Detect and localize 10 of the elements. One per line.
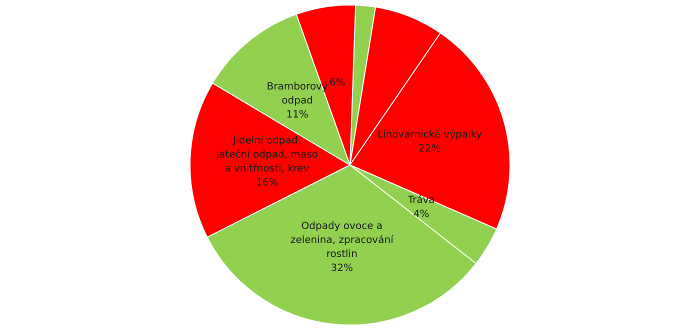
data-label: 4% bbox=[413, 209, 430, 220]
slice-label: Odpady ovoce a zelenina, zpracování rostlin bbox=[290, 221, 395, 260]
data-label: 11% bbox=[286, 109, 308, 120]
data-label: 6% bbox=[329, 77, 346, 88]
data-label: 22% bbox=[418, 144, 441, 155]
data-label: 16% bbox=[256, 178, 278, 189]
slice-label: Jídelní odpad, jateční odpad, maso a vnitřnosti, krev bbox=[215, 136, 318, 175]
slice-label: Lihovarnické výpalky bbox=[377, 130, 482, 141]
slice-label: Tráva bbox=[406, 195, 435, 206]
data-label: 32% bbox=[330, 263, 354, 274]
